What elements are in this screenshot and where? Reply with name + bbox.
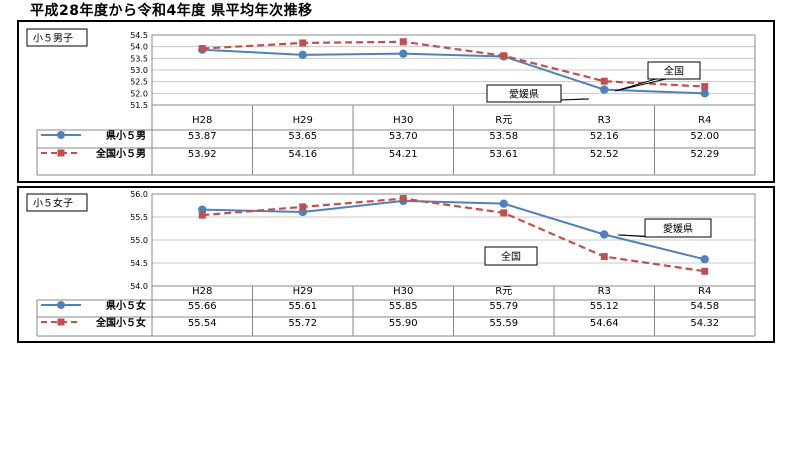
- data-value-label: 54.64: [590, 318, 619, 329]
- data-value-label: 52.52: [590, 149, 619, 160]
- y-tick-label: 53.0: [130, 66, 148, 75]
- callout-box: [647, 61, 701, 80]
- data-value-label: 53.87: [188, 131, 217, 142]
- callout-label: 全国: [501, 250, 521, 263]
- y-tick-label: 55.0: [130, 236, 148, 245]
- category-label: R4: [698, 115, 711, 126]
- page-title: 平成28年度から令和4年度 県平均年次推移: [30, 3, 313, 19]
- point-national: [198, 211, 206, 219]
- y-tick-label: 55.5: [130, 213, 148, 222]
- callout-box: [644, 218, 712, 238]
- category-label: H30: [393, 286, 413, 297]
- category-label: H29: [293, 115, 313, 126]
- series-line-national: [202, 197, 705, 273]
- panel-label: 小５男子: [33, 33, 73, 45]
- data-value-label: 55.61: [288, 301, 317, 312]
- point-national: [701, 83, 709, 91]
- panel-label-box: [26, 28, 88, 47]
- callout-label: 愛媛県: [663, 222, 693, 235]
- point-national: [299, 39, 307, 47]
- legend-label: 県小５女: [106, 299, 146, 312]
- series-line-prefecture: [202, 199, 705, 261]
- point-prefecture: [399, 49, 408, 58]
- data-value-label: 52.29: [690, 149, 719, 160]
- data-value-label: 55.79: [489, 301, 518, 312]
- legend-marker: [57, 131, 65, 139]
- category-label: H29: [293, 286, 313, 297]
- data-value-label: 54.32: [690, 318, 719, 329]
- y-tick-label: 52.5: [130, 78, 148, 87]
- category-label: R元: [495, 286, 512, 297]
- data-value-label: 55.85: [389, 301, 418, 312]
- data-value-label: 53.92: [188, 149, 217, 160]
- point-national: [299, 203, 307, 211]
- y-tick-label: 54.5: [130, 259, 148, 268]
- point-prefecture: [700, 255, 709, 264]
- category-label: R3: [598, 286, 611, 297]
- point-national: [600, 253, 608, 261]
- chart-girls: 小５女子 56.0 55.5 55.0 54.5 54.0 H28 H29 H30 R元 R3 R4 県…: [26, 190, 756, 337]
- data-value-label: 55.90: [389, 318, 418, 329]
- callout-box: [486, 84, 562, 103]
- category-label: R4: [698, 286, 711, 297]
- y-tick-label: 53.5: [130, 54, 148, 63]
- y-tick-label: 51.5: [130, 101, 148, 110]
- data-value-label: 55.72: [288, 318, 317, 329]
- data-value-label: 53.61: [489, 149, 518, 160]
- callout-label: 愛媛県: [509, 88, 539, 101]
- data-value-label: 53.70: [389, 131, 418, 142]
- data-value-label: 52.16: [590, 131, 619, 142]
- category-label: H30: [393, 115, 413, 126]
- legend-label: 全国小５男: [95, 147, 146, 160]
- data-value-label: 55.54: [188, 318, 217, 329]
- data-value-label: 54.21: [389, 149, 418, 160]
- data-value-label: 55.66: [188, 301, 217, 312]
- data-value-label: 54.16: [288, 149, 317, 160]
- chart-panel-girls: 小５女子 56.0 55.5 55.0 54.5 54.0 H28 H29 H30 R元 R3 R4 県…: [17, 186, 775, 343]
- callout-box: [484, 246, 538, 266]
- data-value-label: 53.65: [288, 131, 317, 142]
- point-national: [500, 209, 508, 217]
- y-tick-label: 54.0: [130, 282, 148, 291]
- point-national: [600, 77, 608, 85]
- legend-marker: [57, 149, 65, 157]
- chart-boys: 小５男子 54.5 54.0 53.5 53.0 52.5 52.0 51.5 H28 H29 H3…: [26, 28, 756, 176]
- data-value-label: 55.59: [489, 318, 518, 329]
- legend-marker: [57, 318, 65, 326]
- legend-marker: [57, 301, 65, 309]
- point-prefecture: [700, 89, 709, 98]
- point-national: [198, 45, 206, 53]
- data-value-label: 53.58: [489, 131, 518, 142]
- data-value-label: 54.58: [690, 301, 719, 312]
- point-prefecture: [600, 85, 609, 94]
- y-tick-label: 54.0: [130, 43, 148, 52]
- point-prefecture: [499, 199, 508, 208]
- point-national: [399, 195, 407, 203]
- point-national: [500, 52, 508, 60]
- data-value-label: 52.00: [690, 131, 719, 142]
- series-line-national: [202, 40, 705, 88]
- y-tick-label: 54.5: [130, 31, 148, 40]
- legend-label: 全国小５女: [95, 316, 146, 329]
- legend-label: 県小５男: [106, 129, 146, 142]
- y-tick-label: 52.0: [130, 89, 148, 98]
- category-label: R3: [598, 115, 611, 126]
- category-label: H28: [192, 115, 212, 126]
- chart-panel-boys: 小５男子 54.5 54.0 53.5 53.0 52.5 52.0 51.5 H28 H29 H3…: [17, 20, 775, 183]
- series-line-prefecture: [202, 48, 705, 95]
- category-label: R元: [495, 115, 512, 126]
- point-prefecture: [298, 50, 307, 60]
- point-national: [701, 267, 709, 275]
- callout-label: 全国: [664, 65, 684, 78]
- category-label: H28: [192, 286, 212, 297]
- callout-pointer: [614, 78, 667, 92]
- y-tick-label: 56.0: [130, 190, 148, 199]
- panel-label: 小５女子: [33, 197, 73, 210]
- panel-label-box: [26, 193, 88, 212]
- point-national: [399, 38, 407, 46]
- point-prefecture: [600, 230, 609, 239]
- data-value-label: 55.12: [590, 301, 619, 312]
